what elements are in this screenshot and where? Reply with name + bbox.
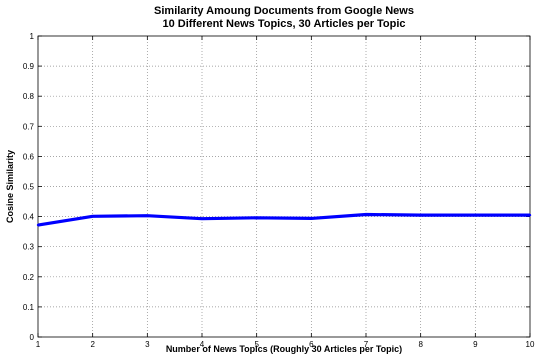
data-point [364,213,368,216]
data-point [310,217,313,220]
chart-title-line-2: 10 Different News Topics, 30 Articles pe… [162,18,405,30]
y-tick-label: 0.7 [23,122,35,131]
x-tick-label: 6 [309,340,314,349]
y-tick-label: 0.6 [23,152,35,161]
y-tick-label: 1 [30,32,35,41]
series-line [37,212,530,227]
data-point [255,216,258,220]
y-tick-label: 0.2 [23,273,35,282]
y-tick-label: 0.8 [23,92,35,101]
x-tick-label: 10 [526,340,535,349]
x-tick-label: 7 [364,340,369,349]
y-tick-label: 0.3 [23,243,35,252]
x-axis-label: Number of News Topics (Roughly 30 Articl… [166,344,402,354]
chart-title-line-1: Similarity Amoung Documents from Google … [154,5,414,17]
data-point [528,213,532,217]
x-tick-label: 3 [145,340,150,349]
x-tick-label: 9 [473,340,478,349]
data-point [36,223,40,227]
y-tick-label: 0 [30,333,35,342]
y-tick-label: 0.4 [23,213,35,222]
data-point [200,217,204,220]
x-tick-label: 2 [90,340,95,349]
axis-ticks: 1 2 3 4 5 6 7 8 9 10 0 0.1 0.2 0.3 0.4 0.5 0.6 0.7 0.8 0.9 1 [23,32,535,349]
x-tick-label: 4 [200,340,205,349]
y-tick-label: 0.5 [23,183,35,192]
data-point [91,215,94,218]
chart-title: Similarity Amoung Documents from Google … [154,5,414,30]
data-point [474,213,477,217]
y-tick-label: 0.1 [23,303,35,312]
x-tick-label: 8 [418,340,423,349]
data-point [419,213,422,217]
y-tick-label: 0.9 [23,62,35,71]
series-group [36,212,532,227]
x-tick-label: 5 [254,340,259,349]
x-tick-label: 1 [36,340,41,349]
data-point [146,214,149,217]
grid [38,36,530,337]
y-axis-label: Cosine Similarity [5,150,15,223]
